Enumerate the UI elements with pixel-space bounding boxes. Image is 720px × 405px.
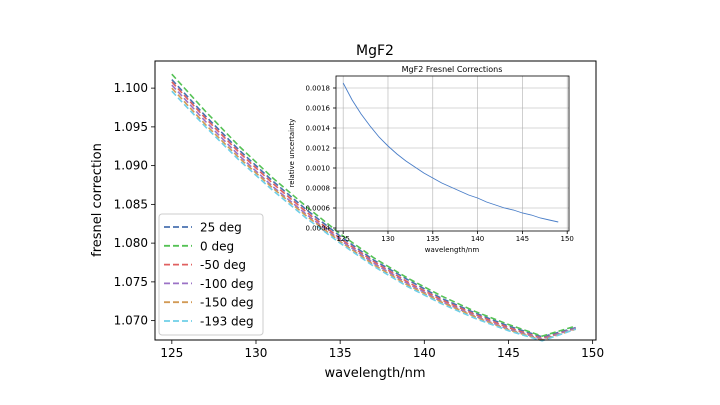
main-x-tick-label: 130 — [245, 346, 268, 360]
inset-y-tick-label: 0.0006 — [306, 205, 331, 213]
legend-label: -50 deg — [200, 258, 246, 272]
main-x-tick-label: 145 — [497, 346, 520, 360]
main-series-line — [171, 90, 577, 342]
main-y-tick-label: 1.095 — [114, 120, 148, 134]
inset-x-axis-label: wavelength/nm — [425, 246, 480, 254]
inset-y-tick-label: 0.0004 — [306, 225, 331, 233]
legend-label: -150 deg — [200, 296, 254, 310]
inset-y-tick-label: 0.0008 — [306, 185, 331, 193]
inset-series-line — [342, 82, 559, 223]
main-x-tick-label: 150 — [581, 346, 604, 360]
inset-x-tick-label: 150 — [561, 235, 574, 243]
inset-y-tick-label: 0.0018 — [306, 85, 331, 93]
inset-x-tick-label: 140 — [471, 235, 484, 243]
main-y-tick-label: 1.070 — [114, 314, 148, 328]
inset-chart: 125 130 135 140 145 150 0.0004 0.0006 0.0008 0.0… — [288, 65, 574, 254]
main-chart: 125 130 135 140 145 150 1.070 1.075 1.080 1.085 1… — [90, 43, 604, 381]
main-y-tick-label: 1.090 — [114, 159, 148, 173]
main-y-tick-label: 1.075 — [114, 275, 148, 289]
inset-x-tick-label: 125 — [336, 235, 349, 243]
legend-label: -193 deg — [200, 315, 254, 329]
legend-label: 0 deg — [200, 239, 234, 253]
main-y-tick-label: 1.085 — [114, 197, 148, 211]
inset-axes-frame — [335, 75, 570, 232]
legend-label: -100 deg — [200, 277, 254, 291]
inset-x-tick-label: 130 — [381, 235, 394, 243]
inset-background — [336, 76, 569, 231]
inset-y-axis-label: relative uncertainty — [288, 119, 296, 188]
legend: 25 deg 0 deg -50 deg -100 deg -150 deg -193 d… — [158, 213, 264, 336]
main-y-axis-label: fresnel correction — [90, 143, 105, 257]
inset-y-tick-label: 0.0016 — [306, 105, 331, 113]
inset-y-tick-label: 0.0012 — [306, 145, 331, 153]
inset-x-tick-label: 135 — [426, 235, 439, 243]
main-series-line — [171, 81, 577, 340]
main-series-line — [171, 79, 577, 338]
main-x-tick-label: 140 — [413, 346, 436, 360]
inset-x-tick-label: 145 — [516, 235, 529, 243]
main-series-line — [171, 84, 577, 341]
main-axes-frame — [154, 60, 597, 341]
main-x-tick-label: 125 — [160, 346, 183, 360]
legend-label: 25 deg — [200, 221, 242, 235]
inset-y-tick-label: 0.0014 — [306, 125, 331, 133]
legend-box — [158, 213, 264, 336]
inset-y-tick-label: 0.0010 — [306, 165, 331, 173]
main-y-tick-label: 1.100 — [114, 81, 148, 95]
inset-chart-title: MgF2 Fresnel Corrections — [402, 65, 503, 74]
main-chart-title: MgF2 — [356, 43, 394, 59]
main-series-line — [171, 73, 577, 337]
main-y-tick-label: 1.080 — [114, 236, 148, 250]
main-x-tick-label: 135 — [329, 346, 352, 360]
main-x-axis-label: wavelength/nm — [324, 366, 425, 381]
